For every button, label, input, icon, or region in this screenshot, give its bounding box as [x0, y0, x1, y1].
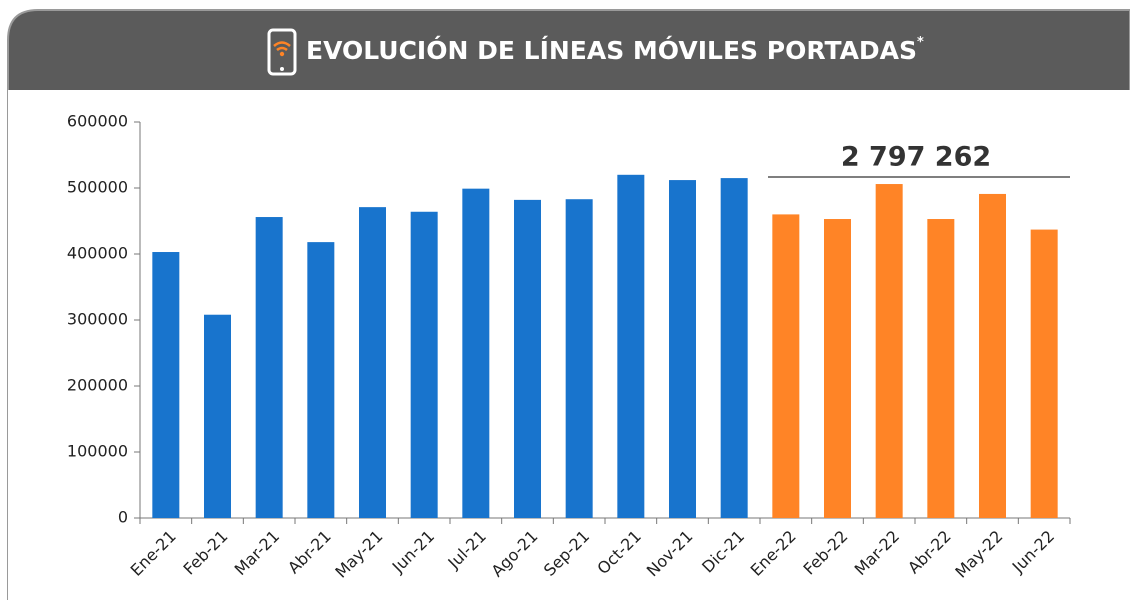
annotation: 2 797 262 — [841, 142, 991, 173]
bar — [204, 314, 231, 518]
card-border — [7, 9, 1130, 600]
y-tick-label: 200000 — [67, 376, 128, 395]
y-tick-label: 500000 — [67, 178, 128, 197]
bar — [359, 207, 386, 518]
bar — [772, 214, 800, 518]
bar — [824, 219, 851, 518]
bar — [617, 174, 645, 519]
bar — [410, 211, 438, 518]
bar — [1030, 229, 1058, 518]
bar — [462, 188, 490, 518]
y-tick-label: 600000 — [67, 112, 128, 131]
bar — [255, 217, 283, 519]
chart-title: EVOLUCIÓN DE LÍNEAS MÓVILES PORTADAS* — [306, 35, 924, 66]
bar — [565, 199, 593, 518]
bar — [927, 219, 955, 518]
bar — [307, 242, 335, 518]
header — [8, 10, 1130, 600]
y-tick-label: 100000 — [67, 442, 128, 461]
bar — [720, 178, 748, 518]
phone-icon — [267, 28, 297, 76]
bar — [669, 180, 696, 518]
bar — [152, 252, 180, 518]
bar — [979, 193, 1006, 518]
bar — [875, 184, 903, 519]
y-tick-label: 0 — [118, 508, 128, 527]
y-tick-label: 400000 — [67, 244, 128, 263]
y-tick-label: 300000 — [67, 310, 128, 329]
bar — [514, 199, 541, 518]
